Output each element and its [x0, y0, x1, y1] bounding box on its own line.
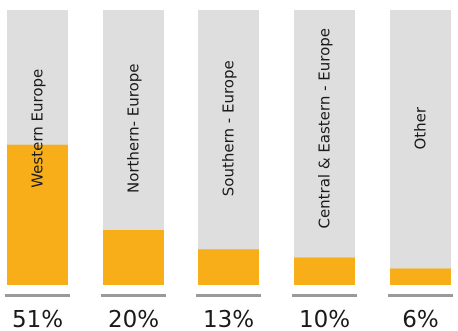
bar [390, 268, 451, 285]
bar-track [198, 10, 259, 285]
bar [7, 144, 68, 285]
baseline [101, 294, 166, 297]
category-label: Western Europe [29, 69, 47, 188]
baseline [292, 294, 357, 297]
category-label: Other [412, 106, 430, 149]
baseline [388, 294, 453, 297]
value-label: 13% [203, 307, 254, 331]
baseline [5, 294, 70, 297]
value-label: 10% [299, 307, 350, 331]
category-label: Central & Eastern - Europe [316, 28, 334, 229]
bar [103, 230, 164, 285]
value-label: 51% [12, 307, 63, 331]
category-label: Northern- Europe [125, 63, 143, 193]
bar-track [294, 10, 355, 285]
value-label: 6% [402, 307, 439, 331]
value-label: 20% [108, 307, 159, 331]
bar-track [390, 10, 451, 285]
bar [294, 257, 355, 285]
baseline [196, 294, 261, 297]
category-label: Southern - Europe [220, 60, 238, 196]
bar [198, 249, 259, 285]
